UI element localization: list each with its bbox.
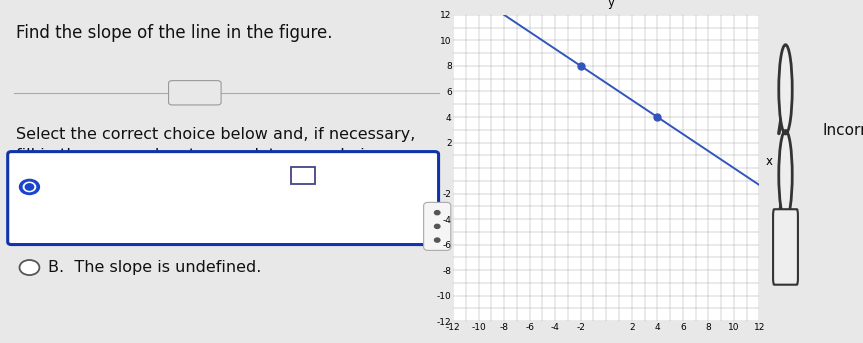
Circle shape bbox=[434, 224, 440, 228]
Text: A.  The slope of the line is: A. The slope of the line is bbox=[47, 167, 255, 182]
Circle shape bbox=[23, 182, 35, 192]
Text: (Type an integer or a simplified fraction.): (Type an integer or a simplified fractio… bbox=[47, 212, 361, 227]
Text: Select the correct choice below and, if necessary,
fill in the answer box to com: Select the correct choice below and, if … bbox=[16, 127, 415, 163]
Circle shape bbox=[25, 184, 34, 190]
Text: B.  The slope is undefined.: B. The slope is undefined. bbox=[47, 260, 261, 275]
Circle shape bbox=[779, 50, 791, 129]
FancyBboxPatch shape bbox=[424, 202, 450, 250]
FancyBboxPatch shape bbox=[291, 167, 315, 184]
Text: +: + bbox=[779, 82, 791, 96]
Circle shape bbox=[20, 260, 40, 275]
Text: x: x bbox=[765, 155, 773, 168]
Text: .: . bbox=[316, 168, 321, 183]
Text: Incorrec: Incorrec bbox=[822, 123, 863, 138]
Text: −: − bbox=[779, 168, 791, 182]
Circle shape bbox=[434, 211, 440, 215]
FancyBboxPatch shape bbox=[773, 209, 798, 285]
Circle shape bbox=[779, 136, 791, 214]
Text: ···: ··· bbox=[189, 87, 200, 97]
FancyBboxPatch shape bbox=[8, 152, 438, 245]
Text: Find the slope of the line in the figure.: Find the slope of the line in the figure… bbox=[16, 24, 332, 42]
FancyBboxPatch shape bbox=[168, 81, 221, 105]
Circle shape bbox=[20, 179, 40, 194]
Circle shape bbox=[434, 238, 440, 242]
Text: y: y bbox=[608, 0, 614, 9]
